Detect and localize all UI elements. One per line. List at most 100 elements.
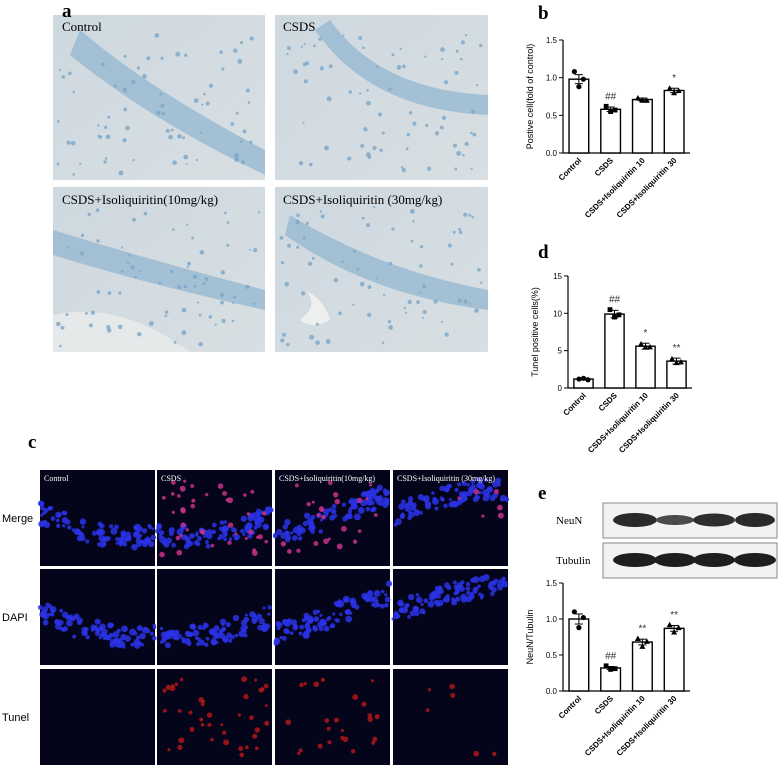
dapi-nucleus bbox=[322, 620, 327, 625]
nucleus bbox=[170, 128, 174, 132]
x-tick-label: Control bbox=[557, 694, 583, 720]
nucleus bbox=[219, 292, 225, 298]
tunel-cell bbox=[334, 498, 341, 505]
nucleus bbox=[72, 173, 76, 176]
dapi-nucleus bbox=[151, 635, 157, 641]
tunel-cell bbox=[227, 522, 234, 528]
dapi-nucleus bbox=[431, 491, 435, 495]
dapi-nucleus bbox=[98, 623, 106, 631]
dapi-nucleus bbox=[461, 481, 467, 486]
data-point bbox=[576, 625, 582, 631]
dapi-nucleus bbox=[419, 608, 426, 615]
dapi-nucleus bbox=[477, 584, 481, 588]
dapi-nucleus bbox=[455, 596, 461, 602]
dapi-nucleus bbox=[453, 591, 458, 596]
nucleus bbox=[199, 131, 203, 134]
data-point bbox=[673, 359, 680, 366]
nucleus bbox=[457, 298, 462, 303]
nucleus bbox=[231, 301, 235, 304]
dapi-nucleus bbox=[365, 498, 373, 506]
nucleus bbox=[224, 211, 227, 215]
dapi-nucleus bbox=[240, 528, 245, 534]
nucleus bbox=[434, 131, 440, 136]
cell-layer bbox=[285, 215, 488, 310]
nucleus bbox=[302, 121, 305, 124]
dapi-nucleus bbox=[244, 613, 248, 617]
nucleus bbox=[387, 319, 392, 324]
tunel-cell bbox=[303, 681, 308, 686]
nucleus bbox=[284, 281, 290, 287]
nucleus bbox=[353, 249, 357, 253]
nucleus bbox=[470, 131, 473, 135]
bar-chart: 0.0 0.5 1.0 1.5 NeuN/Tubulin Control CSDS ## CSD… bbox=[525, 579, 690, 758]
nucleus bbox=[177, 134, 182, 139]
dapi-nucleus bbox=[90, 624, 97, 630]
nucleus bbox=[66, 140, 71, 145]
tunel-cell bbox=[238, 746, 244, 751]
nucleus bbox=[242, 129, 247, 134]
tunel-cell bbox=[313, 681, 320, 688]
dapi-nucleus bbox=[109, 642, 116, 648]
dapi-nucleus bbox=[238, 630, 246, 638]
dapi-nucleus bbox=[218, 533, 225, 540]
nucleus bbox=[125, 125, 130, 131]
nucleus bbox=[70, 140, 76, 146]
nucleus bbox=[447, 243, 452, 248]
dapi-nucleus bbox=[282, 524, 289, 530]
dapi-nucleus bbox=[114, 524, 119, 530]
tunel-cell bbox=[199, 717, 204, 722]
dapi-nucleus bbox=[159, 626, 164, 631]
dapi-nucleus bbox=[187, 631, 193, 638]
dapi-nucleus bbox=[232, 533, 236, 537]
nucleus bbox=[143, 211, 148, 216]
dapi-nucleus bbox=[452, 598, 456, 603]
tunel-cell bbox=[285, 719, 291, 726]
nucleus bbox=[320, 214, 325, 219]
dapi-nucleus bbox=[310, 529, 315, 534]
tunel-cell bbox=[372, 736, 378, 742]
fluorescence-image bbox=[40, 470, 155, 566]
dapi-nucleus bbox=[432, 497, 439, 505]
dapi-nucleus bbox=[207, 528, 213, 534]
nucleus bbox=[440, 320, 443, 323]
dapi-nucleus bbox=[326, 617, 330, 622]
nucleus bbox=[79, 251, 84, 256]
dapi-nucleus bbox=[462, 493, 468, 498]
dapi-nucleus bbox=[119, 640, 126, 647]
x-tick-label: CSDS bbox=[593, 694, 616, 717]
y-axis-label: Tunel positive cells(%) bbox=[530, 287, 540, 377]
dapi-nucleus bbox=[85, 539, 90, 544]
nucleus bbox=[379, 148, 383, 152]
dapi-nucleus bbox=[296, 530, 302, 537]
nucleus bbox=[56, 321, 61, 327]
dapi-nucleus bbox=[262, 606, 266, 610]
nucleus bbox=[80, 233, 85, 238]
tunel-cell bbox=[225, 498, 230, 502]
nucleus bbox=[318, 37, 322, 41]
data-point bbox=[580, 375, 587, 381]
tunel-cell bbox=[317, 743, 323, 749]
bar bbox=[600, 108, 622, 154]
nucleus bbox=[185, 163, 188, 166]
dapi-nucleus bbox=[76, 617, 83, 624]
micrograph-label: CSDS bbox=[283, 19, 316, 34]
tunel-cell bbox=[371, 740, 376, 745]
dapi-nucleus bbox=[318, 529, 323, 534]
dapi-nucleus bbox=[185, 540, 193, 548]
dapi-nucleus bbox=[398, 503, 405, 510]
dapi-nucleus bbox=[434, 506, 439, 511]
nucleus bbox=[400, 166, 404, 169]
tunel-cell bbox=[254, 727, 260, 733]
nucleus bbox=[375, 277, 378, 280]
nucleus bbox=[65, 313, 69, 317]
dapi-nucleus bbox=[380, 589, 385, 594]
nucleus bbox=[132, 159, 135, 162]
nucleus bbox=[184, 53, 188, 57]
dapi-nucleus bbox=[50, 612, 55, 617]
tunel-cell bbox=[294, 483, 299, 488]
tunel-cell bbox=[262, 511, 267, 516]
tunel-cell bbox=[340, 728, 344, 733]
data-point bbox=[580, 614, 586, 621]
nucleus bbox=[287, 243, 292, 248]
